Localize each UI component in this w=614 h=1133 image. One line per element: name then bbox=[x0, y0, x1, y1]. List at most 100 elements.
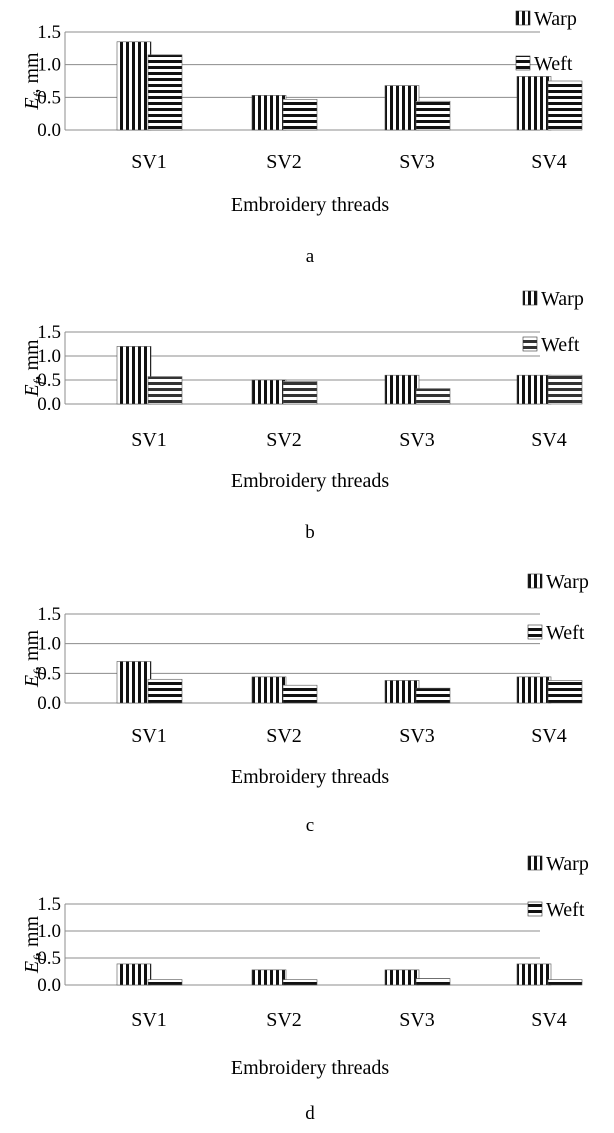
legend-label-warp: Warp bbox=[541, 288, 584, 310]
category-label: SV3 bbox=[399, 429, 435, 451]
bar-weft-sv4 bbox=[547, 680, 583, 704]
bar-warp-sv1 bbox=[116, 963, 152, 986]
panel-label: c bbox=[306, 815, 314, 836]
bar-warp-sv4 bbox=[516, 374, 552, 405]
legend-swatch-warp bbox=[527, 573, 543, 589]
legend-swatch-warp bbox=[515, 10, 531, 26]
legend-label-weft: Weft bbox=[541, 334, 580, 356]
bar-warp-sv3 bbox=[384, 969, 420, 986]
category-label: SV1 bbox=[131, 1009, 167, 1031]
category-label: SV4 bbox=[531, 1009, 567, 1031]
chart-svg: 0.0 0.5 1.0 1.5Ef, mm SV1 SV2 SV3 SV4 Embroidery… bbox=[21, 288, 584, 543]
y-tick-label: 0.0 bbox=[37, 975, 61, 996]
legend-swatch-weft bbox=[527, 624, 543, 640]
y-tick-label: 1.5 bbox=[37, 322, 61, 343]
chart-panel-a: 0.0 0.5 1.0 1.5 Ef, mm SV1 SV2 SV3 SV4 Embroidery… bbox=[0, 0, 614, 270]
x-axis-label: Embroidery threads bbox=[231, 766, 389, 788]
y-axis-label: Ef, mm bbox=[21, 52, 47, 111]
category-label: SV2 bbox=[266, 429, 302, 451]
category-label: SV4 bbox=[531, 429, 567, 451]
category-label: SV4 bbox=[531, 151, 567, 173]
y-tick-label: 0.5 bbox=[37, 663, 61, 684]
bar-weft-sv2 bbox=[282, 381, 318, 405]
legend-label-warp: Warp bbox=[546, 571, 589, 593]
bar-warp-sv4 bbox=[516, 963, 552, 986]
legend-label-weft: Weft bbox=[546, 622, 585, 644]
y-tick-label: 0.5 bbox=[37, 370, 61, 391]
category-label: SV1 bbox=[131, 429, 167, 451]
y-tick-label: 0.5 bbox=[37, 948, 61, 969]
category-label: SV4 bbox=[531, 725, 567, 747]
bar-weft-sv1 bbox=[147, 678, 183, 704]
legend-swatch-warp bbox=[522, 290, 538, 306]
bar-warp-sv2 bbox=[251, 969, 287, 986]
bar-warp-sv1 bbox=[116, 661, 152, 704]
category-label: SV2 bbox=[266, 725, 302, 747]
bar-warp-sv3 bbox=[384, 680, 420, 704]
chart-panel-c: 0.0 0.5 1.0 1.5 Ef, mm SV1 SV2 SV3 SV4 Embroidery… bbox=[0, 562, 614, 838]
category-label: SV3 bbox=[399, 151, 435, 173]
bar-weft-sv3 bbox=[415, 100, 451, 131]
legend-swatch-weft bbox=[527, 901, 543, 917]
bar-warp-sv1 bbox=[116, 346, 152, 405]
y-tick-label: 0.5 bbox=[37, 87, 61, 108]
x-axis-label: Embroidery threads bbox=[231, 194, 389, 216]
bar-weft-sv3 bbox=[415, 978, 451, 986]
x-axis-label: Embroidery threads bbox=[231, 1057, 389, 1079]
legend-label-warp: Warp bbox=[534, 8, 577, 30]
category-label: SV1 bbox=[131, 151, 167, 173]
y-axis-label: Ef, mm bbox=[21, 915, 47, 974]
panel-label: d bbox=[305, 1103, 315, 1124]
y-tick-label: 0.0 bbox=[37, 693, 61, 714]
bar-weft-sv2 bbox=[282, 979, 318, 986]
y-tick-label: 1.5 bbox=[37, 22, 61, 43]
bar-weft-sv4 bbox=[547, 80, 583, 131]
bar-warp-sv2 bbox=[251, 379, 287, 405]
bar-weft-sv1 bbox=[147, 54, 183, 131]
bar-weft-sv4 bbox=[547, 979, 583, 986]
bar-warp-sv3 bbox=[384, 85, 420, 131]
y-tick-label: 0.0 bbox=[37, 120, 61, 141]
legend-swatch-warp bbox=[527, 855, 543, 871]
legend-label-weft: Weft bbox=[546, 899, 585, 921]
bar-warp-sv4 bbox=[516, 76, 552, 131]
bar-weft-sv1 bbox=[147, 979, 183, 986]
bar-weft-sv4 bbox=[547, 374, 583, 405]
chart-panel-b: 0.0 0.5 1.0 1.5 Ef, mm SV1 SV2 SV3 SV4 Embroidery… bbox=[0, 280, 614, 550]
chart-svg: 0.0 0.5 1.0 1.5 Ef, mm SV1 SV2 SV3 SV4 Embroidery… bbox=[21, 571, 589, 836]
bar-weft-sv2 bbox=[282, 98, 318, 131]
category-label: SV3 bbox=[399, 725, 435, 747]
y-tick-label: 1.0 bbox=[37, 634, 61, 655]
y-tick-label: 1.0 bbox=[37, 346, 61, 367]
category-label: SV1 bbox=[131, 725, 167, 747]
y-axis-label: Ef, mm bbox=[21, 339, 47, 398]
category-label: SV2 bbox=[266, 151, 302, 173]
chart-panel-d: 0.0 0.5 1.0 1.5 Ef, mm SV1 SV2 SV3 SV4 Embroidery… bbox=[0, 844, 614, 1133]
y-tick-label: 1.5 bbox=[37, 894, 61, 915]
bar-warp-sv2 bbox=[251, 95, 287, 131]
panel-label: a bbox=[306, 246, 315, 267]
bar-warp-sv3 bbox=[384, 374, 420, 405]
y-axis-label: Ef, mm bbox=[21, 629, 47, 688]
bar-warp-sv4 bbox=[516, 676, 552, 704]
legend-label-weft: Weft bbox=[534, 53, 573, 75]
bar-weft-sv3 bbox=[415, 388, 451, 405]
bar-warp-sv1 bbox=[116, 41, 152, 131]
y-tick-label: 1.0 bbox=[37, 921, 61, 942]
panel-label: b bbox=[305, 522, 315, 543]
bar-weft-sv3 bbox=[415, 687, 451, 704]
category-label: SV3 bbox=[399, 1009, 435, 1031]
bar-weft-sv2 bbox=[282, 684, 318, 704]
y-tick-label: 1.5 bbox=[37, 604, 61, 625]
y-tick-label: 0.0 bbox=[37, 394, 61, 415]
bar-weft-sv1 bbox=[147, 376, 183, 405]
x-axis-label: Embroidery threads bbox=[231, 470, 389, 492]
chart-svg: 0.0 0.5 1.0 1.5Ef, mm SV1 SV2 SV3 SV4 Embroidery… bbox=[21, 853, 589, 1124]
bar-warp-sv2 bbox=[251, 676, 287, 704]
legend-swatch-weft bbox=[515, 55, 531, 71]
legend-label-warp: Warp bbox=[546, 853, 589, 875]
category-label: SV2 bbox=[266, 1009, 302, 1031]
legend-swatch-weft bbox=[522, 336, 538, 352]
